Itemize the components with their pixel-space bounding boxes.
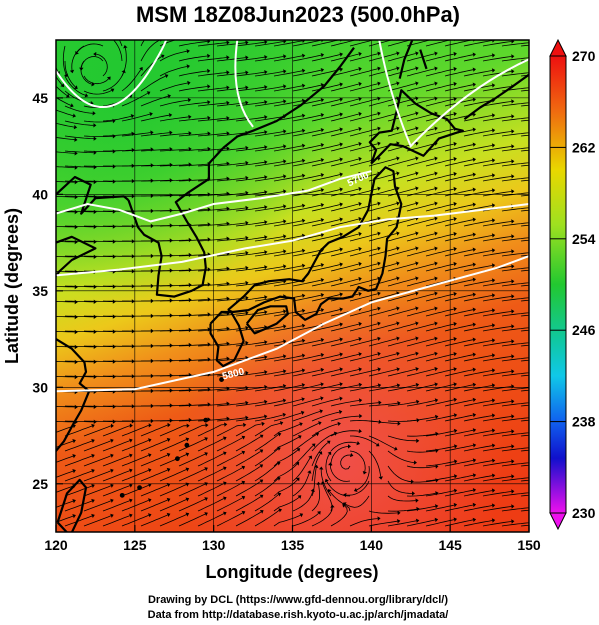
y-axis-ticks: 25 30 35 40 45 xyxy=(32,90,63,492)
colorbar-label: 262 xyxy=(572,139,596,155)
y-tick-label: 30 xyxy=(32,379,48,395)
contour-line xyxy=(56,170,372,223)
y-tick-label: 25 xyxy=(32,476,48,492)
chart-title: MSM 18Z08Jun2023 (500.0hPa) xyxy=(136,2,460,27)
colorbar-top-arrow xyxy=(549,38,567,57)
colorbar-label: 238 xyxy=(572,414,596,430)
colorbar-scale xyxy=(549,55,567,514)
x-axis-label: Longitude (degrees) xyxy=(205,562,378,582)
contour-line xyxy=(56,203,529,277)
colorbar-label: 254 xyxy=(572,231,596,247)
credit-data: Data from http://database.rish.kyoto-u.a… xyxy=(148,609,449,621)
y-axis-label: Latitude (degrees) xyxy=(2,208,22,364)
contour-line xyxy=(234,40,254,128)
y-tick-label: 35 xyxy=(32,283,48,299)
colorbar-label: 230 xyxy=(572,505,596,521)
x-tick-label: 135 xyxy=(281,537,305,553)
x-tick-label: 125 xyxy=(123,537,147,553)
x-tick-label: 120 xyxy=(44,537,68,553)
wind-streamlines xyxy=(56,40,529,527)
x-tick-label: 140 xyxy=(360,537,384,553)
contour-line xyxy=(56,40,168,108)
credit-drawing: Drawing by DCL (https://www.gfd-dennou.o… xyxy=(148,594,448,606)
x-tick-label: 145 xyxy=(438,537,462,553)
x-tick-label: 130 xyxy=(202,537,226,553)
colorbar: 270 262 254 246 238 230 xyxy=(549,38,596,531)
grid-lines xyxy=(56,40,529,532)
y-tick-label: 45 xyxy=(32,90,48,106)
colorbar-ticks: 270 262 254 246 238 230 xyxy=(550,48,596,521)
colorbar-label: 270 xyxy=(572,48,596,64)
contour-line xyxy=(56,255,529,393)
colorbar-label: 246 xyxy=(572,322,596,338)
colorbar-bottom-arrow xyxy=(549,512,567,531)
y-tick-label: 40 xyxy=(32,186,48,202)
contour-line xyxy=(378,40,529,148)
contour-label-5800: 5800 xyxy=(221,366,246,382)
x-axis-ticks: 120 125 130 135 140 145 150 xyxy=(44,525,541,553)
x-tick-label: 150 xyxy=(517,537,541,553)
